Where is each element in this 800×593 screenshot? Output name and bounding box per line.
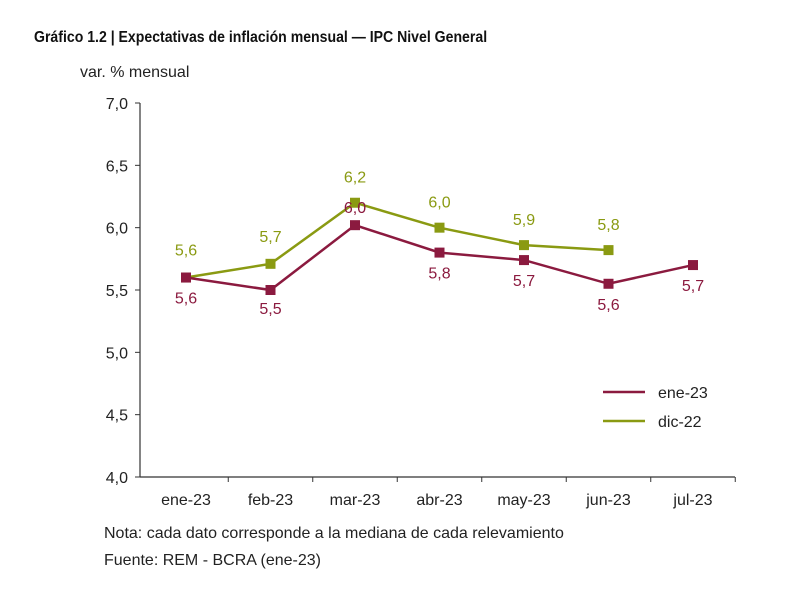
y-axis-label: var. % mensual: [80, 64, 190, 81]
y-tick-label: 6,5: [106, 158, 128, 175]
data-point: [350, 220, 360, 231]
data-label: 5,7: [682, 278, 704, 295]
data-label: 5,6: [597, 297, 619, 314]
data-label: 5,5: [259, 301, 281, 318]
data-point: [603, 278, 614, 289]
data-point: [265, 285, 276, 295]
data-label: 5,7: [513, 273, 535, 290]
legend-label: dic-22: [658, 414, 702, 431]
y-tick-label: 5,0: [106, 345, 128, 362]
data-point: [181, 272, 191, 283]
data-point: [350, 197, 360, 208]
data-label: 5,8: [428, 266, 450, 283]
series-line-dic-22: [185, 201, 609, 279]
data-point: [434, 247, 445, 258]
chart-source: Fuente: REM - BCRA (ene-23): [104, 552, 321, 569]
legend-label: ene-23: [658, 385, 708, 402]
x-tick-label: feb-23: [248, 492, 293, 509]
data-label: 6,2: [344, 170, 366, 187]
data-point: [519, 255, 529, 266]
data-label: 5,8: [597, 217, 619, 234]
y-tick-label: 5,5: [106, 283, 128, 300]
chart-note: Nota: cada dato corresponde a la mediana…: [104, 525, 564, 542]
data-label: 6,0: [344, 200, 366, 217]
data-label: 6,0: [428, 195, 450, 212]
data-point: [434, 222, 445, 233]
x-tick-label: jun-23: [585, 492, 631, 509]
data-point: [519, 240, 529, 251]
data-point: [688, 260, 698, 271]
y-tick-label: 4,0: [106, 470, 128, 487]
y-tick-label: 7,0: [106, 96, 128, 113]
y-tick-label: 6,0: [106, 221, 128, 238]
data-label: 5,6: [175, 291, 197, 308]
data-point: [265, 258, 276, 269]
x-tick-label: abr-23: [416, 492, 462, 509]
x-tick-label: ene-23: [161, 492, 211, 509]
y-tick-label: 4,5: [106, 408, 128, 425]
data-label: 5,6: [175, 243, 197, 260]
data-label: 5,9: [513, 212, 535, 229]
x-tick-label: mar-23: [330, 492, 381, 509]
x-tick-label: jul-23: [672, 492, 712, 509]
data-label: 5,7: [259, 229, 281, 246]
x-tick-label: may-23: [497, 492, 550, 509]
data-point: [603, 245, 614, 256]
chart-title: Gráfico 1.2 | Expectativas de inflación …: [34, 29, 488, 46]
